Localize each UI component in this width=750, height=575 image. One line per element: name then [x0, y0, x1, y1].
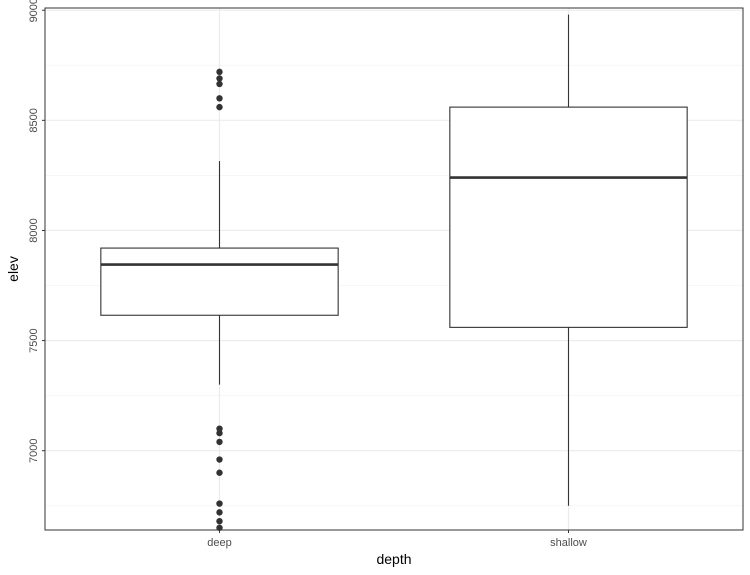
- outlier-point: [216, 509, 223, 516]
- outlier-point: [216, 68, 223, 76]
- axes: 7000 7500 8000 8500 9000 deep shallow: [28, 0, 587, 549]
- panel-border: [44, 7, 744, 531]
- outlier-point: [216, 75, 223, 82]
- box-shallow: [449, 106, 688, 328]
- outlier-point: [216, 456, 223, 463]
- outlier-point: [216, 517, 223, 525]
- y-tick-label: 8000: [28, 218, 40, 242]
- y-tick-label: 7000: [28, 438, 40, 462]
- outlier-point: [216, 425, 223, 432]
- box-deep: [100, 247, 339, 316]
- y-tick-label: 7500: [28, 328, 40, 352]
- outlier-point: [216, 95, 223, 102]
- outlier-point: [216, 429, 223, 437]
- outlier-point: [216, 500, 223, 507]
- y-axis-title: elev: [5, 256, 21, 282]
- x-axis-title: depth: [376, 551, 411, 567]
- x-tick-label: deep: [207, 537, 231, 549]
- outlier-point: [216, 469, 223, 476]
- outlier-point: [216, 438, 223, 446]
- plot-marks: [100, 14, 688, 531]
- outlier-point: [216, 524, 223, 531]
- y-tick-label: 9000: [28, 0, 40, 22]
- x-tick-label: shallow: [550, 537, 587, 549]
- outlier-point: [216, 80, 223, 88]
- outlier-point: [216, 103, 223, 111]
- y-tick-label: 8500: [28, 108, 40, 132]
